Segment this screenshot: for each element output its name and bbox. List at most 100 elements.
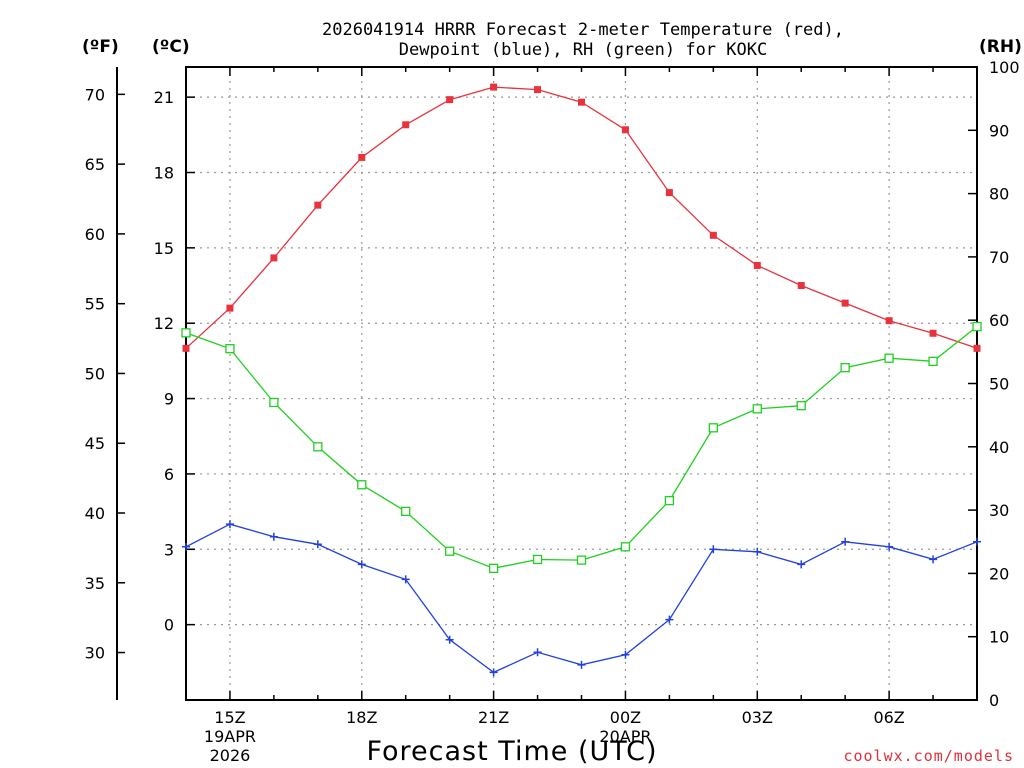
temperature-point — [358, 153, 366, 161]
celsius-tick-label: 0 — [164, 616, 174, 635]
rh-tick-label: 30 — [989, 501, 1009, 520]
rh-point — [796, 401, 806, 411]
x-tick-date-label: 19APR — [204, 727, 256, 746]
fahrenheit-tick-label: 60 — [85, 225, 105, 244]
temperature-point — [270, 254, 278, 262]
temperature-point — [797, 282, 805, 290]
x-tick-label: 00Z — [610, 708, 641, 727]
dewpoint-point — [225, 520, 234, 529]
celsius-tick-label: 9 — [164, 390, 174, 409]
rh-tick-label: 90 — [989, 121, 1009, 140]
fahrenheit-tick-label: 30 — [85, 644, 105, 663]
x-tick-label: 03Z — [742, 708, 773, 727]
axes — [116, 66, 978, 701]
temperature-point — [621, 126, 629, 134]
fahrenheit-tick-label: 55 — [85, 295, 105, 314]
temperature-point — [534, 86, 542, 94]
rh-point — [532, 554, 543, 565]
x-tick-label: 21Z — [478, 708, 509, 727]
dewpoint-point — [313, 540, 322, 549]
dewpoint-point — [533, 648, 542, 657]
dewpoint-point — [401, 575, 410, 584]
dewpoint-point — [621, 650, 630, 659]
x-tick-date-label: 20APR — [599, 727, 651, 746]
rh-point — [884, 353, 894, 363]
temperature-point — [226, 304, 234, 312]
dewpoint-point — [182, 542, 190, 551]
dewpoint-point — [709, 545, 718, 554]
temperature-point — [402, 121, 410, 129]
rh-tick-label: 70 — [989, 248, 1009, 267]
rh-point — [401, 506, 411, 517]
celsius-tick-label: 12 — [154, 314, 174, 333]
x-tick-year-label: 2026 — [210, 746, 251, 765]
temperature-point — [314, 201, 322, 209]
rh-series-line — [185, 325, 978, 569]
fahrenheit-tick-label: 45 — [85, 434, 105, 453]
fahrenheit-tick-label: 65 — [85, 155, 105, 174]
temperature-point — [665, 189, 673, 197]
fahrenheit-tick-label: 50 — [85, 364, 105, 383]
rh-point — [445, 546, 455, 556]
rh-point — [488, 563, 499, 573]
celsius-tick-label: 15 — [154, 239, 174, 258]
chart-title-line-1: 2026041914 HRRR Forecast 2-meter Tempera… — [322, 20, 844, 40]
temperature-point — [929, 329, 937, 337]
rh-point — [928, 356, 938, 366]
plot-frame — [185, 66, 978, 701]
rh-tick-label: 80 — [989, 185, 1009, 204]
rh-point — [620, 542, 631, 552]
dewpoint-point — [929, 555, 938, 564]
fahrenheit-tick-label: 40 — [85, 504, 105, 523]
fahrenheit-tick-label: 70 — [85, 85, 105, 104]
chart-title-line-2: Dewpoint (blue), RH (green) for KOKC — [399, 40, 767, 60]
rh-tick-label: 0 — [989, 691, 999, 710]
temperature-series-line — [185, 86, 978, 349]
celsius-tick-label: 3 — [164, 540, 174, 559]
rh-point — [840, 363, 850, 373]
rh-point — [752, 404, 762, 414]
dewpoint-point — [665, 615, 674, 624]
temperature-point — [490, 83, 498, 91]
rh-point — [972, 321, 982, 332]
credit-text: coolwx.com/models — [843, 747, 1014, 765]
rh-point — [357, 480, 367, 490]
dewpoint-point — [357, 560, 366, 569]
temperature-point — [182, 344, 190, 352]
rh-point — [313, 442, 323, 452]
fahrenheit-unit-label: (ºF) — [82, 37, 119, 57]
grid-lines — [186, 67, 977, 700]
temperature-point — [885, 317, 893, 325]
dewpoint-point — [885, 542, 894, 551]
dewpoint-point — [445, 635, 454, 644]
celsius-tick-label: 21 — [154, 88, 174, 107]
rh-tick-label: 20 — [989, 564, 1009, 583]
dewpoint-point — [973, 537, 981, 546]
temperature-point — [578, 98, 585, 106]
x-tick-label: 15Z — [214, 708, 245, 727]
x-tick-label: 18Z — [346, 708, 377, 727]
temperature-point — [753, 261, 761, 269]
dewpoint-point — [841, 537, 850, 546]
celsius-unit-label: (ºC) — [152, 37, 190, 57]
temperature-point — [973, 344, 981, 352]
temperature-point — [841, 299, 849, 307]
fahrenheit-tick-label: 35 — [85, 574, 105, 593]
dewpoint-point — [269, 532, 278, 541]
dewpoint-point — [753, 547, 762, 556]
celsius-tick-label: 18 — [154, 164, 174, 183]
rh-point — [708, 423, 718, 433]
rh-point — [225, 344, 235, 354]
rh-tick-label: 10 — [989, 628, 1009, 647]
rh-tick-label: 40 — [989, 438, 1009, 457]
x-axis-label: Forecast Time (UTC) — [366, 736, 657, 767]
rh-point — [576, 555, 587, 565]
x-tick-label: 06Z — [873, 708, 904, 727]
data-series — [181, 83, 982, 677]
rh-point — [664, 495, 675, 506]
rh-point — [181, 328, 191, 338]
dewpoint-point — [577, 660, 586, 669]
temperature-point — [446, 96, 454, 104]
rh-tick-label: 50 — [989, 375, 1009, 394]
